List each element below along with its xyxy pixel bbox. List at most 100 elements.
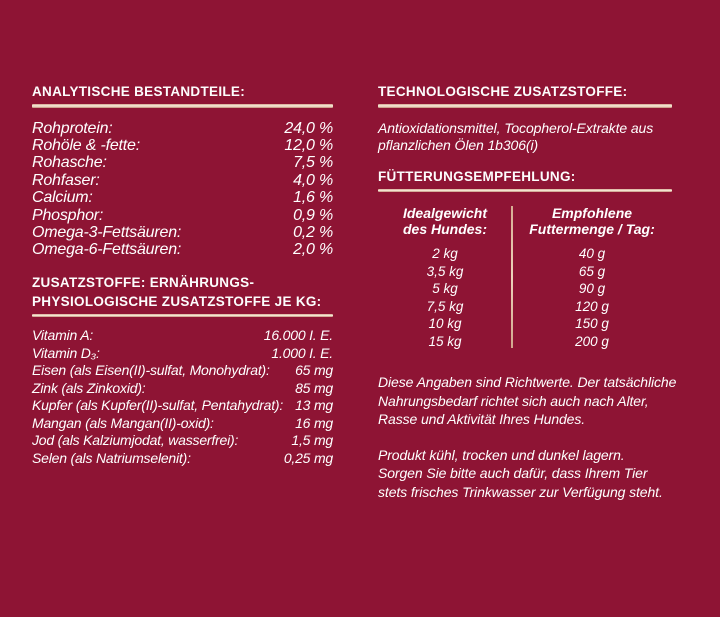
analytical-heading: ANALYTISCHE BESTANDTEILE: xyxy=(32,84,246,99)
analytical-row: Calcium: 1,6 % xyxy=(32,189,333,206)
analytical-row: Rohprotein: 24,0 % xyxy=(32,120,333,137)
feeding-table-header: Idealgewicht des Hundes: Empfohlene Futt… xyxy=(378,205,672,237)
dog-weight: 15 kg xyxy=(428,333,462,349)
feeding-heading: FÜTTERUNGSEMPFEHLUNG: xyxy=(378,168,576,184)
gold-rule xyxy=(32,313,333,318)
additive-label: Eisen (als Eisen(II)-sulfat, Monohydrat)… xyxy=(32,362,270,379)
analytical-row: Phosphor: 0,9 % xyxy=(32,207,333,224)
storage-line: stets frisches Trinkwasser zur Verfügung… xyxy=(378,483,663,500)
additive-row: Eisen (als Eisen(II)-sulfat, Monohydrat)… xyxy=(32,362,333,380)
gold-rule xyxy=(378,188,672,192)
nutrient-label: Omega-3-Fettsäuren: xyxy=(32,223,182,241)
analytical-row: Rohfaser: 4,0 % xyxy=(32,172,333,189)
additive-label: Vitamin D₃: xyxy=(32,344,100,361)
additive-label: Zink (als Zinkoxid): xyxy=(32,379,146,396)
dog-weight: 5 kg xyxy=(432,281,458,296)
additive-value: 1,5 mg xyxy=(291,432,333,449)
analytical-row: Rohöle & -fette: 12,0 % xyxy=(32,137,333,154)
dog-weight: 10 kg xyxy=(428,316,462,331)
additive-row: Vitamin D₃: 1.000 I. E. xyxy=(32,345,333,363)
additives-list: Vitamin A: 16.000 I. E. Vitamin D₃: 1.000 … xyxy=(32,327,333,467)
additive-label: Mangan (als Mangan(II)-oxid): xyxy=(32,414,214,431)
right-column: TECHNOLOGISCHE ZUSATZSTOFFE: Antioxidati… xyxy=(378,84,677,502)
storage-line: Produkt kühl, trocken und dunkel lagern. xyxy=(378,446,625,463)
storage-line: Sorgen Sie bitte auch dafür, dass Ihrem … xyxy=(378,465,648,481)
nutrient-value: 4,0 % xyxy=(293,171,333,189)
analytical-row: Rohasche: 7,5 % xyxy=(32,154,333,171)
nutrient-value: 0,9 % xyxy=(293,206,333,224)
analytical-list: Rohprotein: 24,0 % Rohöle & -fette: 12,0 %… xyxy=(32,120,333,259)
additive-row: Selen (als Natriumselenit): 0,25 mg xyxy=(32,450,333,468)
nutrient-value: 7,5 % xyxy=(293,154,333,172)
additive-label: Kupfer (als Kupfer(II)-sulfat, Pentahydr… xyxy=(32,397,284,414)
additives-heading-block: ZUSATZSTOFFE: ERNÄHRUNGS- PHYSIOLOGISCHE… xyxy=(32,273,333,318)
feeding-row: 15 kg 200 g xyxy=(378,333,672,351)
food-amount: 200 g xyxy=(575,333,609,349)
additive-value: 1.000 I. E. xyxy=(271,344,333,361)
additive-value: 16.000 I. E. xyxy=(263,327,333,344)
additive-row: Zink (als Zinkoxid): 85 mg xyxy=(32,380,333,398)
nutrient-value: 0,2 % xyxy=(293,223,333,241)
nutrient-label: Rohprotein: xyxy=(32,119,113,137)
storage-instructions: Produkt kühl, trocken und dunkel lagern.… xyxy=(378,446,672,502)
weight-header-line: des Hundes: xyxy=(402,221,487,237)
feeding-note-line: Nahrungsbedarf richtet sich auch nach Al… xyxy=(378,392,649,409)
weight-column-header: Idealgewicht des Hundes: xyxy=(378,205,512,237)
left-column: ANALYTISCHE BESTANDTEILE: Rohprotein: 24,… xyxy=(32,84,333,467)
additive-row: Jod (als Kalziumjodat, wasserfrei): 1,5 m… xyxy=(32,432,333,450)
food-amount: 150 g xyxy=(575,316,609,331)
food-amount: 40 g xyxy=(578,246,606,261)
feeding-table-body: 2 kg 40 g 3,5 kg 65 g 5 kg 90 g 7,5 kg 120 g… xyxy=(378,245,672,350)
feeding-note-line: Diese Angaben sind Richtwerte. Der tatsä… xyxy=(378,374,677,390)
additive-value: 85 mg xyxy=(295,379,333,396)
weight-header-line: Idealgewicht xyxy=(402,205,488,221)
additive-label: Jod (als Kalziumjodat, wasserfrei): xyxy=(32,432,239,449)
feeding-row: 10 kg 150 g xyxy=(378,315,672,333)
nutrient-label: Rohöle & -fette: xyxy=(32,136,140,154)
food-amount: 120 g xyxy=(575,298,609,314)
technological-text: Antioxidationsmittel, Tocopherol-Extrakt… xyxy=(378,120,672,155)
additives-heading-line1: ZUSATZSTOFFE: ERNÄHRUNGS- xyxy=(32,274,255,290)
analytical-row: Omega-6-Fettsäuren: 2,0 % xyxy=(32,241,333,258)
nutrient-label: Omega-6-Fettsäuren: xyxy=(32,241,182,259)
table-column-divider xyxy=(511,206,513,348)
dog-weight: 7,5 kg xyxy=(426,298,464,314)
feeding-row: 7,5 kg 120 g xyxy=(378,298,672,316)
additive-row: Mangan (als Mangan(II)-oxid): 16 mg xyxy=(32,415,333,433)
technological-heading: TECHNOLOGISCHE ZUSATZSTOFFE: xyxy=(378,84,628,99)
nutrient-label: Phosphor: xyxy=(32,206,104,224)
additives-heading-line2: PHYSIOLOGISCHE ZUSATZSTOFFE JE KG: xyxy=(32,293,322,309)
amount-column-header: Empfohlene Futtermenge / Tag: xyxy=(512,205,672,237)
feeding-table: Idealgewicht des Hundes: Empfohlene Futt… xyxy=(378,205,672,350)
feeding-heading-block: FÜTTERUNGSEMPFEHLUNG: xyxy=(378,168,672,192)
feeding-note-line: Rasse und Aktivität Ihres Hundes. xyxy=(378,411,586,427)
gold-rule xyxy=(32,104,333,108)
gold-rule xyxy=(378,104,672,108)
additive-label: Vitamin A: xyxy=(32,327,94,344)
amount-header-line: Empfohlene xyxy=(551,205,633,221)
food-amount: 90 g xyxy=(578,281,606,296)
additives-heading: ZUSATZSTOFFE: ERNÄHRUNGS- PHYSIOLOGISCHE… xyxy=(32,273,333,311)
nutrient-label: Calcium: xyxy=(32,189,93,207)
nutrient-label: Rohfaser: xyxy=(32,171,100,189)
additive-value: 65 mg xyxy=(295,362,333,379)
amount-header-line: Futtermenge / Tag: xyxy=(529,221,655,237)
food-amount: 65 g xyxy=(578,263,606,279)
feeding-note: Diese Angaben sind Richtwerte. Der tatsä… xyxy=(378,373,677,429)
additive-row: Kupfer (als Kupfer(II)-sulfat, Pentahydr… xyxy=(32,397,333,415)
feeding-row: 5 kg 90 g xyxy=(378,280,672,298)
additive-value: 16 mg xyxy=(295,414,333,431)
dog-weight: 3,5 kg xyxy=(426,263,464,279)
technological-text-line: pflanzlichen Ölen 1b306(i) xyxy=(378,137,539,153)
feeding-row: 3,5 kg 65 g xyxy=(378,263,672,281)
analytical-row: Omega-3-Fettsäuren: 0,2 % xyxy=(32,224,333,241)
technological-text-line: Antioxidationsmittel, Tocopherol-Extrakt… xyxy=(378,119,654,136)
nutrient-value: 12,0 % xyxy=(284,136,333,154)
dog-weight: 2 kg xyxy=(432,246,458,261)
additive-value: 0,25 mg xyxy=(283,449,333,466)
feeding-row: 2 kg 40 g xyxy=(378,245,672,263)
additive-value: 13 mg xyxy=(295,397,333,414)
nutrient-value: 2,0 % xyxy=(293,241,333,259)
nutrient-value: 24,0 % xyxy=(284,119,333,137)
